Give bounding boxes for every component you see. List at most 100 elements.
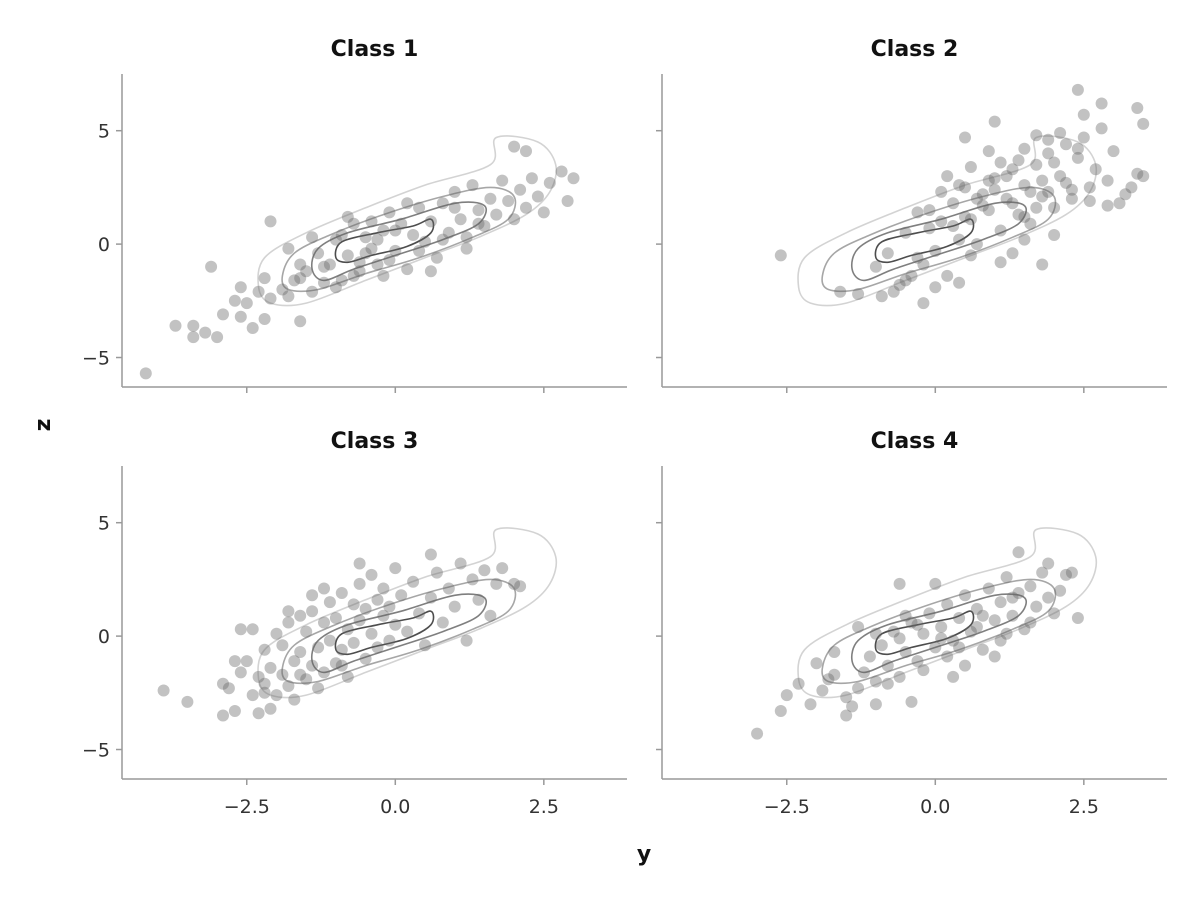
scatter-point [389,244,402,257]
scatter-point [282,242,295,255]
scatter-point [353,265,366,278]
x-tick-label: 0.0 [920,796,950,818]
panel-class-1: Class 1 −5 0 5 [82,37,627,393]
scatter-point [929,577,942,590]
scatter-point [1006,247,1019,260]
scatter-point [869,698,882,711]
scatter-point [852,288,865,300]
scatter-point [413,607,426,620]
scatter-point [472,217,485,230]
scatter-point [442,582,455,595]
scatter-point [869,675,882,688]
scatter-point [383,206,396,219]
scatter-point [1042,185,1055,198]
scatter-point [947,220,960,232]
scatter-point [341,623,354,636]
scatter-point [353,557,366,570]
scatter-point [371,258,384,271]
panel-class-3: Class 3 −5 0 5 −2.5 0.0 2.5 [82,429,627,818]
scatter-point [911,251,924,264]
y-tick-label: 5 [98,121,110,143]
scatter-point [543,176,556,189]
scatter-point [970,192,983,205]
scatter-point [899,274,912,287]
scatter-point [1095,97,1108,110]
scatter-point [941,598,954,611]
scatter-point [401,197,414,210]
scatter-point [341,249,354,262]
scatter-point [1054,170,1067,183]
scatter-point [923,204,936,217]
scatter-point [1024,580,1037,593]
scatter-point [881,247,894,260]
scatter-point [430,251,443,264]
scatter-point [1042,557,1055,570]
scatter-point [478,564,491,577]
scatter-point [448,600,461,613]
scatter-point [436,233,449,246]
scatter-point [923,222,936,235]
scatter-point [840,691,853,704]
scatter-point [964,249,977,262]
scatter-point [217,308,229,321]
scatter-point [181,695,194,708]
scatter-point [383,254,396,266]
scatter-point [905,616,918,629]
scatter-point [300,625,313,638]
scatter-point [982,145,995,158]
scatter-point [365,215,378,228]
scatter-point [401,625,414,638]
scatter-point [270,689,283,702]
scatter-point [460,242,473,255]
scatter-point [840,709,853,722]
scatter-point [929,244,942,257]
scatter-point [881,659,894,672]
scatter-point [323,634,336,647]
scatter-point [436,197,449,210]
scatter-point [953,276,966,289]
scatter-point [520,201,532,214]
density-contour-4 [874,218,975,264]
scatter-point [294,258,307,271]
scatter-point [383,634,396,647]
density-contour-3 [310,201,487,282]
scatter-point [863,650,876,663]
scatter-point [228,655,241,668]
scatter-point [294,609,307,622]
scatter-point [531,190,544,203]
scatter-point [1048,607,1061,620]
scatter-point [282,605,295,618]
density-contour-1 [257,527,558,699]
scatter-point [976,609,989,622]
density-contour-4 [334,218,435,264]
scatter-point [187,331,200,344]
scatter-point [959,181,971,194]
scatter-point [217,677,229,690]
scatter-point [484,609,497,622]
scatter-point [329,281,342,294]
panel-title: Class 4 [871,429,959,454]
scatter-point [1065,192,1078,205]
scatter-point [359,652,372,665]
density-contour-3 [310,593,487,674]
scatter-point [520,145,532,158]
scatter-point [1030,600,1043,613]
scatter-point [347,217,360,230]
scatter-point [264,292,277,305]
density-contour-3 [850,201,1027,282]
scatter-point [211,331,224,344]
scatter-point [982,582,995,595]
scatter-point [252,707,265,720]
scatter-point [810,657,823,670]
scatter-point [424,265,437,278]
scatter-point [1071,83,1084,96]
scatter-point [947,197,960,210]
scatter-point [419,639,431,652]
scatter-point [834,285,847,298]
scatter-point [561,195,574,207]
scatter-point [1095,122,1108,135]
scatter-point [994,156,1007,169]
scatter-point [1060,176,1072,189]
scatter-point [887,625,900,638]
scatter-point [774,249,787,262]
